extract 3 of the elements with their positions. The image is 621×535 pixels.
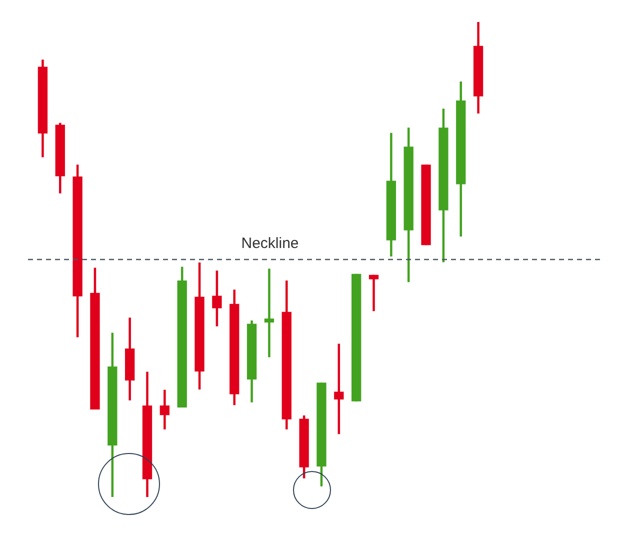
candlestick (264, 268, 274, 358)
candlestick (368, 274, 379, 312)
ref-line-label: Neckline (241, 235, 299, 252)
